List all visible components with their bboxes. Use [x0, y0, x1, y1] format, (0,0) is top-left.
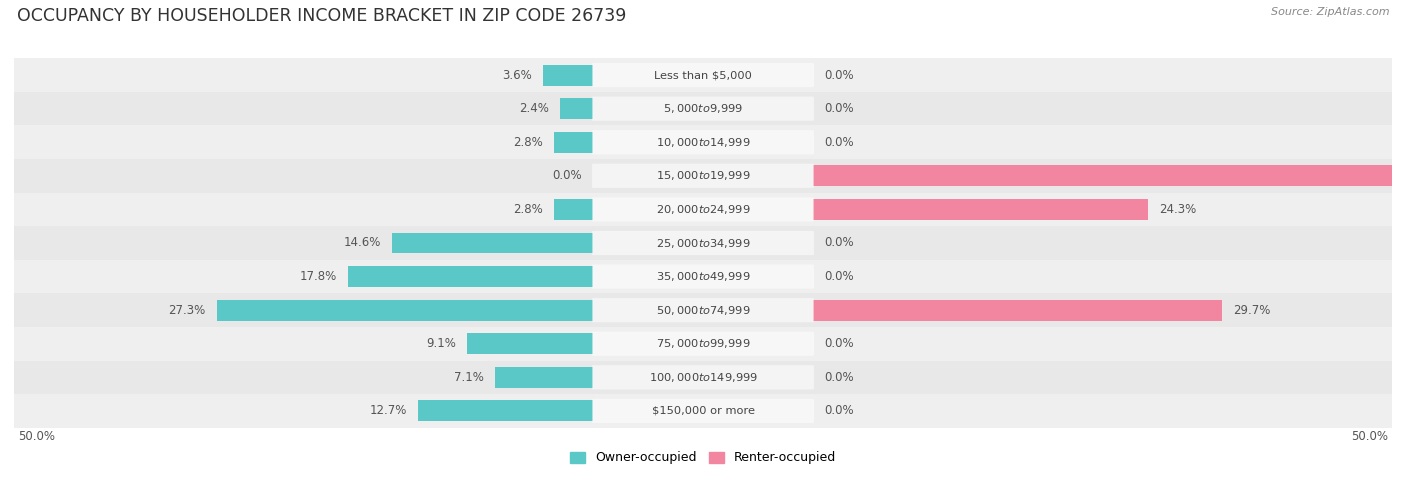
Text: 3.6%: 3.6% [502, 69, 531, 82]
Bar [14, 226, 1392, 260]
Text: 50.0%: 50.0% [1351, 430, 1388, 443]
Text: $15,000 to $19,999: $15,000 to $19,999 [655, 169, 751, 182]
Bar [14, 125, 1392, 159]
Text: $50,000 to $74,999: $50,000 to $74,999 [655, 304, 751, 317]
Text: Less than $5,000: Less than $5,000 [654, 70, 752, 80]
Text: $35,000 to $49,999: $35,000 to $49,999 [655, 270, 751, 283]
Text: $20,000 to $24,999: $20,000 to $24,999 [655, 203, 751, 216]
Text: 0.0%: 0.0% [824, 237, 853, 249]
FancyBboxPatch shape [592, 130, 814, 155]
FancyBboxPatch shape [592, 298, 814, 322]
Text: OCCUPANCY BY HOUSEHOLDER INCOME BRACKET IN ZIP CODE 26739: OCCUPANCY BY HOUSEHOLDER INCOME BRACKET … [17, 7, 626, 25]
Bar [217, 300, 593, 321]
FancyBboxPatch shape [592, 365, 814, 389]
FancyBboxPatch shape [592, 264, 814, 289]
Text: 27.3%: 27.3% [169, 304, 205, 317]
Text: 2.4%: 2.4% [519, 102, 548, 115]
Bar [495, 367, 593, 388]
Bar [813, 199, 1149, 220]
FancyBboxPatch shape [592, 231, 814, 255]
Text: 7.1%: 7.1% [454, 371, 484, 384]
Bar [14, 159, 1392, 192]
Legend: Owner-occupied, Renter-occupied: Owner-occupied, Renter-occupied [565, 447, 841, 469]
Text: Source: ZipAtlas.com: Source: ZipAtlas.com [1271, 7, 1389, 17]
Text: 14.6%: 14.6% [343, 237, 381, 249]
Text: 9.1%: 9.1% [426, 337, 457, 350]
Text: 0.0%: 0.0% [824, 371, 853, 384]
Bar [813, 300, 1222, 321]
FancyBboxPatch shape [592, 97, 814, 121]
Bar [347, 266, 593, 287]
Text: 0.0%: 0.0% [824, 404, 853, 417]
FancyBboxPatch shape [592, 164, 814, 188]
Text: 12.7%: 12.7% [370, 404, 406, 417]
Text: 2.8%: 2.8% [513, 136, 543, 149]
Bar [14, 92, 1392, 125]
FancyBboxPatch shape [592, 399, 814, 423]
Text: $5,000 to $9,999: $5,000 to $9,999 [664, 102, 742, 115]
Bar [14, 260, 1392, 294]
Text: $10,000 to $14,999: $10,000 to $14,999 [655, 136, 751, 149]
Text: 17.8%: 17.8% [299, 270, 336, 283]
Text: $150,000 or more: $150,000 or more [651, 406, 755, 416]
Text: 0.0%: 0.0% [824, 69, 853, 82]
Text: $75,000 to $99,999: $75,000 to $99,999 [655, 337, 751, 350]
Text: 0.0%: 0.0% [824, 270, 853, 283]
FancyBboxPatch shape [592, 197, 814, 222]
Bar [467, 333, 593, 354]
Text: 29.7%: 29.7% [1233, 304, 1271, 317]
Bar [418, 400, 593, 421]
Text: 50.0%: 50.0% [18, 430, 55, 443]
Bar [560, 98, 593, 119]
Bar [14, 394, 1392, 428]
Bar [543, 65, 593, 86]
Text: 0.0%: 0.0% [824, 136, 853, 149]
Text: 2.8%: 2.8% [513, 203, 543, 216]
Bar [554, 132, 593, 153]
Text: 24.3%: 24.3% [1159, 203, 1197, 216]
Text: 0.0%: 0.0% [553, 169, 582, 182]
Bar [14, 192, 1392, 226]
Bar [813, 165, 1406, 186]
Bar [14, 327, 1392, 361]
FancyBboxPatch shape [592, 63, 814, 87]
Text: 0.0%: 0.0% [824, 337, 853, 350]
Text: $25,000 to $34,999: $25,000 to $34,999 [655, 237, 751, 249]
Bar [392, 233, 593, 253]
Bar [14, 58, 1392, 92]
Text: $100,000 to $149,999: $100,000 to $149,999 [648, 371, 758, 384]
FancyBboxPatch shape [592, 331, 814, 356]
Bar [554, 199, 593, 220]
Bar [14, 361, 1392, 394]
Text: 0.0%: 0.0% [824, 102, 853, 115]
Bar [14, 294, 1392, 327]
